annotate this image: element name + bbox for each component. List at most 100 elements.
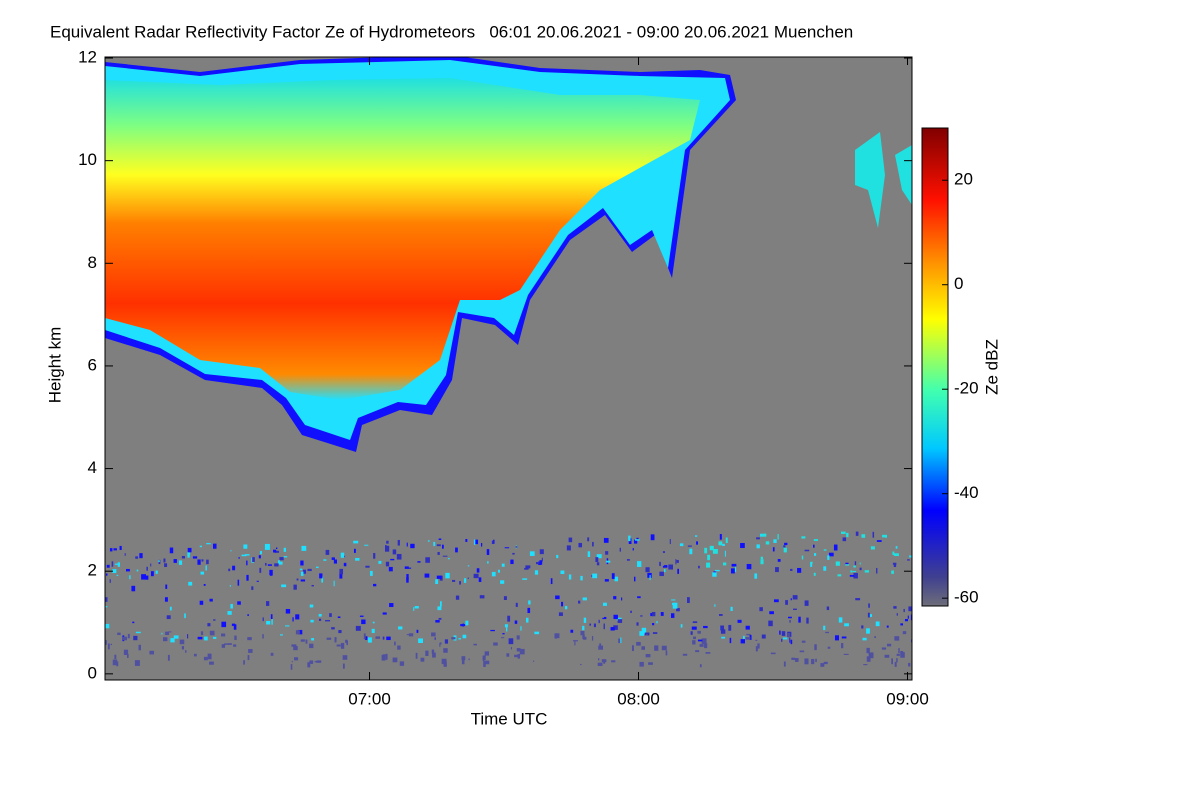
clutter-speck xyxy=(677,568,680,574)
clutter-speck xyxy=(444,639,449,644)
clutter-speck xyxy=(628,535,631,542)
clutter-speck xyxy=(364,544,369,546)
clutter-speck xyxy=(823,625,826,631)
clutter-speck xyxy=(690,631,693,635)
clutter-speck xyxy=(697,630,701,634)
clutter-speck xyxy=(333,559,337,564)
clutter-speck xyxy=(106,573,108,576)
clutter-speck xyxy=(749,634,752,640)
clutter-speck xyxy=(167,631,172,633)
clutter-speck xyxy=(274,550,280,553)
clutter-speck xyxy=(598,658,600,661)
clutter-speck xyxy=(187,547,192,553)
clutter-speck xyxy=(772,547,775,552)
clutter-speck xyxy=(645,567,650,573)
clutter-speck xyxy=(639,631,645,636)
clutter-speck xyxy=(587,551,591,557)
clutter-speck xyxy=(589,623,592,626)
clutter-speck xyxy=(418,638,423,643)
clutter-speck xyxy=(583,617,587,623)
clutter-speck xyxy=(161,632,163,635)
clutter-speck xyxy=(528,600,531,605)
clutter-speck xyxy=(234,635,237,641)
clutter-speck xyxy=(425,650,429,656)
clutter-speck xyxy=(491,571,496,577)
clutter-speck xyxy=(522,578,528,580)
clutter-speck xyxy=(768,620,773,627)
clutter-speck xyxy=(164,563,168,567)
clutter-speck xyxy=(593,623,596,628)
clutter-speck xyxy=(169,547,174,554)
clutter-speck xyxy=(671,599,676,601)
clutter-speck xyxy=(438,617,442,620)
clutter-speck xyxy=(910,614,912,621)
clutter-speck xyxy=(788,616,792,619)
clutter-speck xyxy=(370,570,373,576)
clutter-speck xyxy=(646,633,648,636)
clutter-speck xyxy=(213,619,216,621)
clutter-speck xyxy=(346,640,348,646)
clutter-speck xyxy=(186,634,189,639)
clutter-speck xyxy=(135,631,141,634)
clutter-speck xyxy=(699,644,704,647)
clutter-speck xyxy=(275,547,278,549)
clutter-speck xyxy=(278,560,280,564)
clutter-speck xyxy=(840,643,844,649)
clutter-speck xyxy=(382,636,385,640)
clutter-speck xyxy=(482,655,485,662)
clutter-speck xyxy=(694,535,698,537)
clutter-speck xyxy=(398,626,403,630)
clutter-speck xyxy=(112,659,118,666)
clutter-speck xyxy=(852,570,857,573)
clutter-speck xyxy=(371,628,375,634)
clutter-speck xyxy=(689,548,693,555)
clutter-speck xyxy=(823,549,827,551)
clutter-speck xyxy=(862,637,867,641)
clutter-speck xyxy=(200,571,205,575)
clutter-speck xyxy=(592,573,598,579)
clutter-speck xyxy=(259,551,262,555)
clutter-speck xyxy=(406,634,410,636)
clutter-speck xyxy=(476,568,480,573)
clutter-speck xyxy=(445,572,450,579)
clutter-speck xyxy=(746,563,752,570)
clutter-speck xyxy=(502,633,505,635)
clutter-speck xyxy=(797,567,802,573)
clutter-speck xyxy=(519,648,525,655)
clutter-speck xyxy=(248,649,253,653)
clutter-speck xyxy=(424,573,430,578)
clutter-speck xyxy=(300,571,304,576)
clutter-speck xyxy=(558,612,563,616)
clutter-speck xyxy=(728,624,732,631)
colorbar-label: Ze dBZ xyxy=(982,339,1001,395)
clutter-speck xyxy=(875,621,880,627)
clutter-speck xyxy=(199,545,202,548)
clutter-speck xyxy=(789,620,791,623)
clutter-speck xyxy=(474,539,479,545)
clutter-speck xyxy=(755,639,758,641)
clutter-speck xyxy=(866,656,871,662)
clutter-speck xyxy=(231,623,236,626)
clutter-speck xyxy=(687,597,690,603)
clutter-speck xyxy=(740,543,745,549)
clutter-speck xyxy=(309,660,314,664)
clutter-speck xyxy=(855,598,861,601)
clutter-speck xyxy=(247,655,250,661)
clutter-speck xyxy=(561,601,564,607)
clutter-speck xyxy=(167,654,170,661)
clutter-speck xyxy=(756,544,760,549)
clutter-speck xyxy=(461,659,465,665)
clutter-speck xyxy=(114,654,117,660)
colorbar-tick-label: 20 xyxy=(954,170,973,189)
clutter-speck xyxy=(804,658,809,665)
clutter-speck xyxy=(682,653,688,656)
clutter-speck xyxy=(719,534,722,540)
clutter-speck xyxy=(893,564,897,567)
clutter-speck xyxy=(199,600,204,605)
clutter-speck xyxy=(580,663,582,666)
y-tick-label: 8 xyxy=(88,253,97,272)
clutter-speck xyxy=(714,569,720,572)
clutter-speck xyxy=(309,643,314,649)
clutter-speck xyxy=(709,545,714,551)
clutter-speck xyxy=(510,559,514,565)
